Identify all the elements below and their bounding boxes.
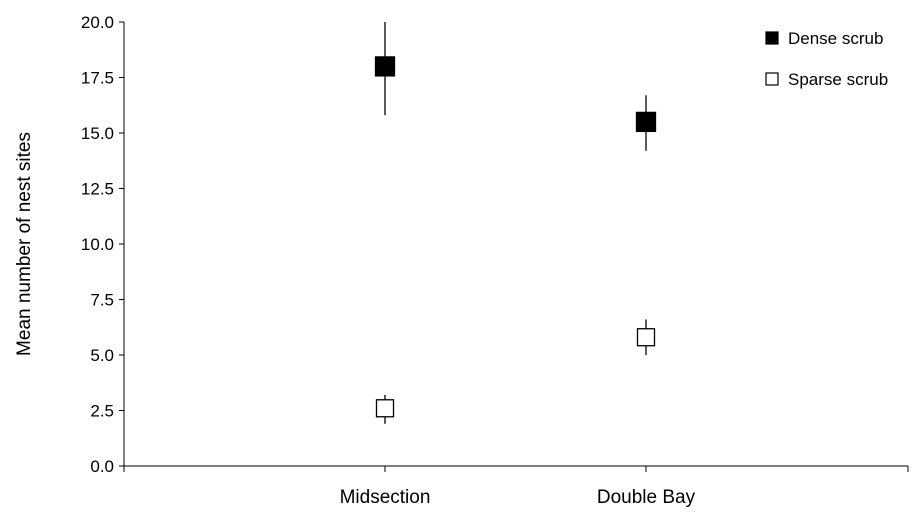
y-axis-title: Mean number of nest sites (14, 132, 35, 356)
y-tick-label: 5.0 (90, 346, 114, 365)
x-ticks: Midsection Double Bay (123, 466, 909, 508)
sparse-scrub-point (375, 399, 395, 418)
y-tick-label: 17.5 (81, 69, 114, 88)
legend: Dense scrub Sparse scrub (765, 29, 888, 89)
series-layer (374, 22, 657, 424)
y-tick-label: 10.0 (81, 235, 114, 254)
sparse-scrub-point (636, 328, 656, 347)
y-tick-label: 2.5 (90, 402, 114, 421)
x-category-label: Midsection (340, 487, 431, 508)
legend-marker (765, 31, 779, 45)
legend-label: Sparse scrub (788, 70, 888, 89)
dense-scrub-point (635, 111, 657, 133)
legend-marker (765, 72, 779, 86)
y-tick-label: 15.0 (81, 124, 114, 143)
dense-scrub-point (374, 56, 396, 77)
y-ticks: 0.0 2.5 5.0 7.5 10.0 12.5 15.0 17.5 20.0 (81, 13, 124, 476)
y-tick-label: 7.5 (90, 291, 114, 310)
legend-label: Dense scrub (788, 29, 883, 48)
y-tick-label: 20.0 (81, 13, 114, 32)
x-category-label: Double Bay (597, 487, 696, 508)
y-tick-label: 0.0 (90, 457, 114, 476)
y-tick-label: 12.5 (81, 180, 114, 199)
